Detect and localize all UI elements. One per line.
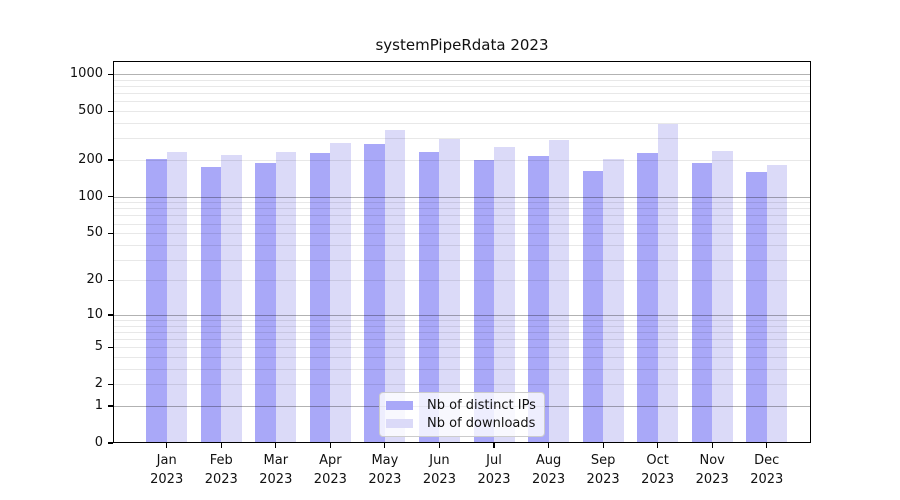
bar-downloads-nov (712, 150, 733, 443)
bar-distinct-ips-apr (309, 153, 331, 443)
bar-downloads-jul (494, 147, 515, 443)
bar-distinct-ips-may (364, 143, 385, 443)
bar-distinct-ips-jul (473, 159, 494, 443)
bar-downloads-dec (766, 164, 788, 443)
bar-downloads-jun (439, 139, 460, 443)
legend-label-downloads: Nb of downloads (427, 415, 536, 431)
legend: Nb of distinct IPs Nb of downloads (379, 392, 545, 437)
bar-distinct-ips-jun (418, 152, 440, 443)
bar-distinct-ips-oct (637, 153, 658, 443)
bar-distinct-ips-jan (146, 159, 167, 443)
bar-downloads-apr (330, 143, 351, 443)
bar-distinct-ips-sep (582, 170, 604, 443)
legend-item-distinct-ips: Nb of distinct IPs (386, 398, 538, 413)
bar-downloads-sep (603, 158, 624, 443)
bar-distinct-ips-dec (746, 171, 767, 443)
bar-downloads-oct (657, 124, 679, 443)
legend-swatch-distinct-ips (386, 401, 413, 411)
bar-downloads-may (384, 130, 406, 443)
legend-label-distinct-ips: Nb of distinct IPs (427, 398, 536, 414)
bar-downloads-feb (221, 154, 242, 443)
bar-distinct-ips-feb (200, 166, 222, 443)
bar-downloads-aug (548, 139, 570, 443)
bar-distinct-ips-aug (528, 156, 549, 443)
chart-title: systemPipeRdata 2023 (375, 36, 549, 54)
bar-downloads-mar (275, 152, 297, 443)
bar-downloads-jan (166, 151, 188, 443)
bar-distinct-ips-nov (691, 162, 713, 443)
legend-swatch-downloads (386, 418, 413, 428)
legend-item-downloads: Nb of downloads (386, 416, 538, 431)
bar-distinct-ips-mar (255, 162, 276, 443)
